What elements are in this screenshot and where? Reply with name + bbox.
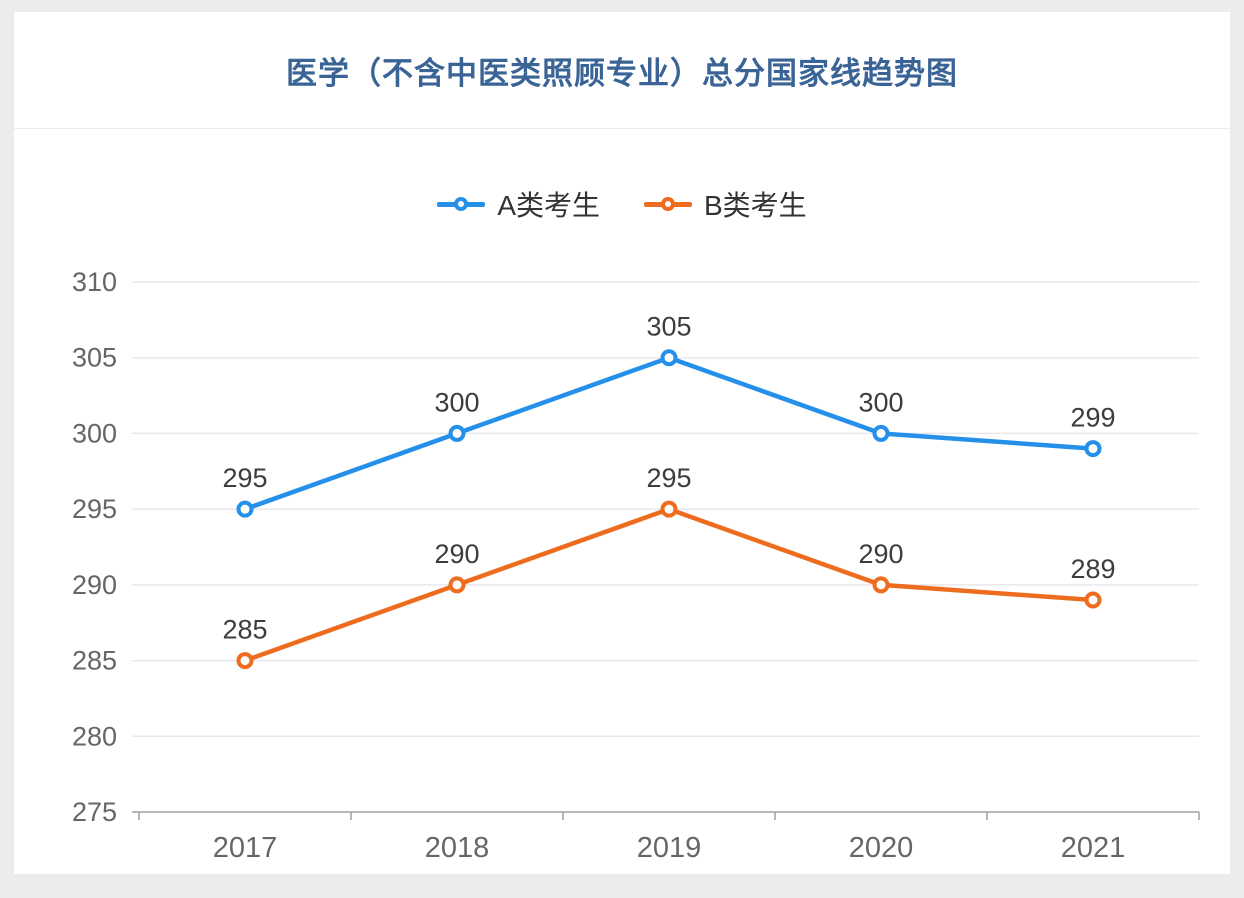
svg-text:305: 305 (72, 343, 117, 373)
svg-text:275: 275 (72, 797, 117, 827)
svg-text:285: 285 (72, 646, 117, 676)
svg-text:2017: 2017 (213, 832, 278, 864)
svg-text:300: 300 (434, 387, 479, 417)
svg-text:305: 305 (646, 312, 691, 342)
svg-text:2020: 2020 (849, 832, 914, 864)
svg-text:280: 280 (72, 721, 117, 751)
svg-text:290: 290 (434, 539, 479, 569)
svg-text:300: 300 (72, 418, 117, 448)
svg-text:299: 299 (1070, 403, 1115, 433)
svg-text:295: 295 (646, 463, 691, 493)
svg-text:290: 290 (858, 539, 903, 569)
svg-text:295: 295 (222, 463, 267, 493)
svg-text:310: 310 (72, 267, 117, 297)
svg-text:290: 290 (72, 570, 117, 600)
svg-text:289: 289 (1070, 554, 1115, 584)
svg-text:2019: 2019 (637, 832, 702, 864)
svg-text:295: 295 (72, 494, 117, 524)
svg-text:285: 285 (222, 615, 267, 645)
svg-text:300: 300 (858, 387, 903, 417)
svg-text:2021: 2021 (1061, 832, 1126, 864)
svg-text:2018: 2018 (425, 832, 490, 864)
line-chart-canvas[interactable]: 275 280 285 290 295 300 305 310 2017 2018 2019 2020… (14, 12, 1244, 898)
